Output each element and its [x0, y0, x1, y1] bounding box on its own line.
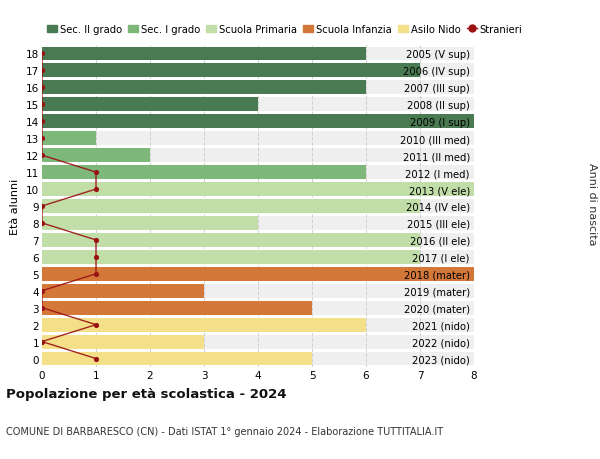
Bar	[42, 132, 474, 146]
Point	[37, 67, 47, 75]
Bar	[42, 64, 474, 78]
Bar	[42, 132, 96, 146]
Bar	[42, 166, 474, 179]
Point	[37, 118, 47, 126]
Bar	[42, 149, 150, 163]
Bar	[42, 352, 474, 366]
Bar	[42, 115, 474, 129]
Bar	[42, 98, 474, 112]
Point	[91, 254, 101, 261]
Bar	[42, 335, 474, 349]
Bar	[42, 200, 420, 213]
Bar	[42, 217, 474, 230]
Bar	[42, 200, 474, 213]
Point	[37, 287, 47, 295]
Point	[37, 84, 47, 92]
Bar	[42, 149, 474, 163]
Bar	[42, 301, 474, 315]
Bar	[42, 115, 474, 129]
Point	[37, 304, 47, 312]
Bar	[42, 301, 312, 315]
Point	[91, 237, 101, 244]
Point	[91, 169, 101, 176]
Point	[37, 50, 47, 58]
Bar	[42, 234, 474, 247]
Point	[91, 355, 101, 363]
Bar	[42, 47, 474, 62]
Bar	[42, 81, 474, 95]
Bar	[42, 335, 204, 349]
Bar	[42, 284, 474, 298]
Point	[37, 338, 47, 346]
Bar	[42, 267, 474, 281]
Y-axis label: Età alunni: Età alunni	[10, 179, 20, 235]
Bar	[42, 352, 312, 366]
Bar	[42, 47, 366, 62]
Bar	[42, 284, 204, 298]
Text: COMUNE DI BARBARESCO (CN) - Dati ISTAT 1° gennaio 2024 - Elaborazione TUTTITALIA: COMUNE DI BARBARESCO (CN) - Dati ISTAT 1…	[6, 426, 443, 436]
Legend: Sec. II grado, Sec. I grado, Scuola Primaria, Scuola Infanzia, Asilo Nido, Stran: Sec. II grado, Sec. I grado, Scuola Prim…	[47, 24, 523, 34]
Bar	[42, 64, 420, 78]
Bar	[42, 250, 474, 264]
Point	[37, 152, 47, 159]
Point	[37, 135, 47, 143]
Bar	[42, 234, 420, 247]
Bar	[42, 183, 474, 196]
Point	[91, 321, 101, 329]
Bar	[42, 217, 258, 230]
Bar	[42, 250, 420, 264]
Bar	[42, 183, 474, 196]
Bar	[42, 98, 258, 112]
Point	[91, 270, 101, 278]
Bar	[42, 81, 366, 95]
Text: Popolazione per età scolastica - 2024: Popolazione per età scolastica - 2024	[6, 387, 287, 400]
Point	[37, 220, 47, 227]
Point	[37, 101, 47, 109]
Bar	[42, 166, 366, 179]
Point	[91, 186, 101, 193]
Point	[37, 203, 47, 210]
Text: Anni di nascita: Anni di nascita	[587, 163, 597, 246]
Bar	[42, 318, 474, 332]
Bar	[42, 318, 366, 332]
Bar	[42, 267, 474, 281]
